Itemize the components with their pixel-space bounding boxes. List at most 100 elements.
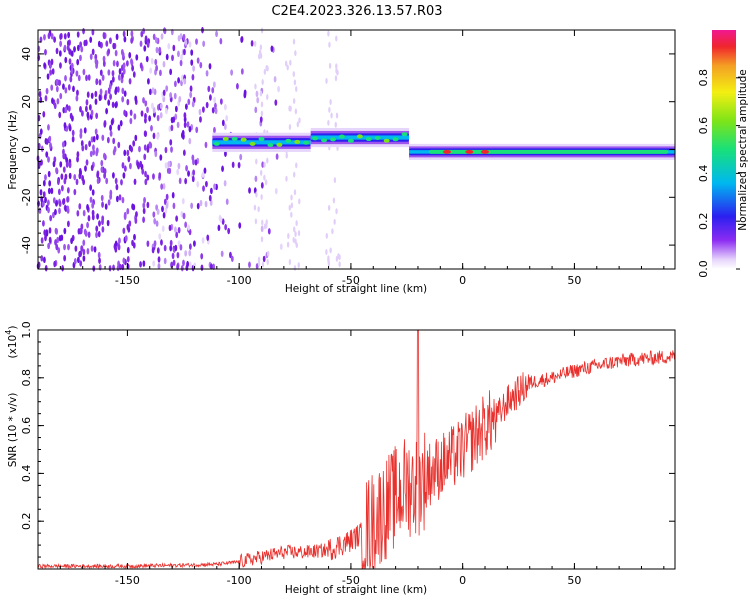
- noise-dot: [71, 129, 75, 137]
- noise-dot: [182, 33, 186, 41]
- noise-dot: [132, 140, 136, 147]
- noise-dot: [219, 98, 223, 105]
- noise-dot: [221, 119, 225, 127]
- noise-dot: [117, 124, 121, 131]
- noise-dot: [114, 177, 118, 185]
- noise-dot: [121, 96, 125, 103]
- noise-dot: [254, 175, 258, 182]
- noise-dot: [82, 178, 86, 186]
- noise-dot: [156, 208, 160, 215]
- noise-dot: [122, 257, 126, 264]
- noise-dot: [53, 36, 56, 43]
- band-blob: [231, 136, 238, 141]
- streak-dot: [290, 202, 294, 209]
- noise-dot: [143, 196, 146, 204]
- noise-dot: [94, 128, 98, 135]
- noise-dot: [224, 223, 228, 231]
- noise-dot: [256, 96, 260, 104]
- noise-dot: [151, 246, 155, 254]
- streak-dot: [332, 197, 336, 204]
- noise-dot: [154, 150, 158, 158]
- noise-dot: [225, 198, 229, 205]
- noise-dot: [123, 211, 127, 219]
- colorbar-ticks: 0.0 0.2 0.4 0.6 0.8: [697, 69, 740, 278]
- streak-dot: [261, 219, 264, 226]
- band-blob: [249, 141, 256, 146]
- noise-dot: [195, 38, 198, 45]
- noise-dot: [44, 174, 47, 181]
- noise-dot: [279, 243, 283, 250]
- streak-dot: [296, 121, 300, 128]
- streak-dot: [338, 261, 341, 268]
- noise-dot: [70, 50, 74, 57]
- band-peak: [465, 149, 474, 154]
- snr-multiplier-base: (x10: [7, 335, 19, 359]
- noise-dot: [227, 227, 231, 235]
- noise-dot: [51, 97, 54, 104]
- noise-dot: [144, 35, 148, 42]
- noise-dot: [132, 71, 136, 78]
- noise-dot: [142, 207, 146, 215]
- snr-ytick-label: 0.2: [20, 512, 33, 530]
- colorbar-tick-label: 0.2: [697, 212, 710, 230]
- noise-dot: [152, 211, 156, 218]
- noise-dot: [142, 216, 145, 223]
- noise-dot: [117, 74, 121, 81]
- noise-dot: [170, 116, 174, 124]
- noise-dot: [39, 128, 43, 135]
- colorbar-gradient: [712, 30, 736, 269]
- noise-dot: [214, 102, 217, 110]
- noise-dot: [109, 130, 113, 137]
- noise-dot: [183, 48, 186, 56]
- noise-dot: [126, 208, 130, 215]
- noise-dot: [215, 30, 218, 38]
- noise-dot: [187, 98, 191, 106]
- noise-dot: [128, 78, 132, 85]
- noise-dot: [196, 181, 200, 188]
- streak-dot: [294, 108, 298, 115]
- noise-dot: [150, 57, 154, 65]
- noise-dot: [37, 142, 41, 150]
- noise-dot: [89, 184, 93, 191]
- noise-dot: [52, 211, 55, 219]
- noise-dot: [163, 257, 167, 265]
- snr-multiplier: (x104): [4, 326, 19, 359]
- noise-dot: [101, 226, 105, 233]
- noise-dot: [142, 202, 146, 209]
- noise-dot: [61, 265, 65, 272]
- noise-dot: [128, 220, 132, 227]
- noise-dot: [63, 122, 67, 129]
- noise-dot: [45, 87, 49, 95]
- noise-dot: [95, 231, 98, 239]
- noise-dot: [101, 218, 104, 226]
- noise-dot: [177, 77, 181, 84]
- noise-dot: [46, 73, 50, 80]
- noise-dot: [155, 220, 159, 227]
- noise-dot: [172, 44, 176, 52]
- noise-dot: [59, 161, 63, 168]
- noise-dot: [144, 170, 147, 178]
- noise-dot: [45, 151, 49, 158]
- noise-dot: [52, 197, 56, 204]
- noise-dot: [38, 90, 42, 98]
- noise-dot: [47, 206, 50, 214]
- noise-dot: [38, 207, 42, 214]
- noise-dot: [95, 149, 99, 157]
- noise-dot: [86, 248, 90, 255]
- band-blob: [401, 132, 408, 137]
- noise-dot: [240, 36, 244, 43]
- noise-dot: [115, 195, 119, 203]
- noise-dot: [65, 161, 69, 168]
- streak-dot: [266, 94, 269, 101]
- noise-dot: [190, 49, 194, 56]
- svg-text:(x104): (x104): [4, 326, 19, 359]
- noise-dot: [46, 199, 50, 206]
- streak-dot: [254, 218, 258, 225]
- noise-dot: [170, 146, 173, 153]
- noise-dot: [55, 200, 58, 207]
- noise-dot: [95, 112, 99, 119]
- noise-dot: [64, 75, 67, 82]
- noise-dot: [88, 140, 92, 147]
- noise-dot: [114, 101, 118, 109]
- noise-dot: [135, 211, 138, 218]
